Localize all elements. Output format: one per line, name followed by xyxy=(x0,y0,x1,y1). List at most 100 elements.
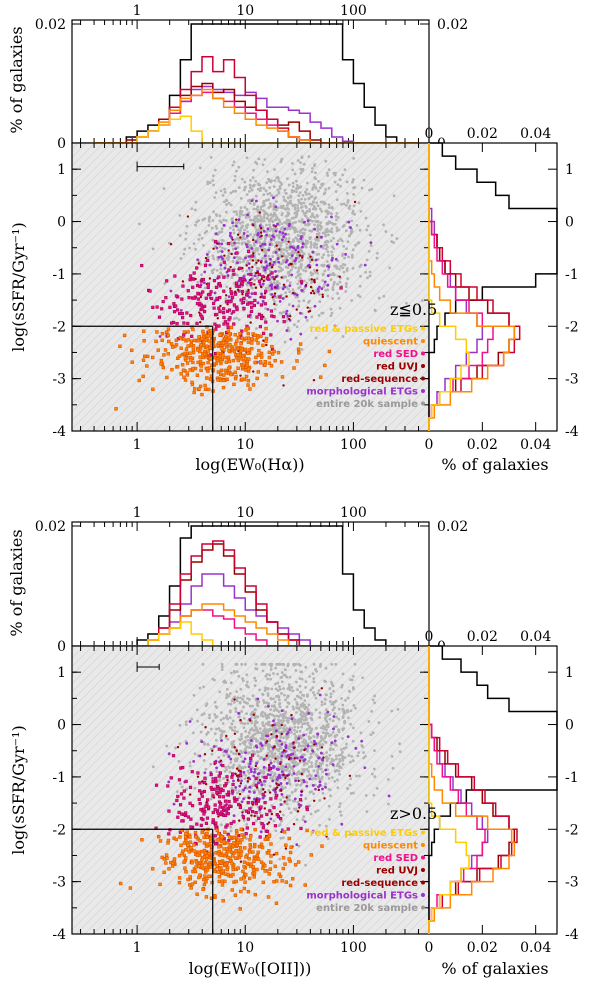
data-point xyxy=(313,197,317,200)
data-point xyxy=(259,244,262,248)
data-point xyxy=(300,772,304,776)
data-point xyxy=(203,387,208,392)
data-point xyxy=(274,250,278,254)
data-point xyxy=(299,266,303,270)
data-point xyxy=(227,255,231,259)
data-point xyxy=(282,766,286,769)
data-point xyxy=(288,798,292,802)
data-point xyxy=(177,880,182,885)
data-point xyxy=(232,835,236,840)
data-point xyxy=(242,234,246,238)
data-point xyxy=(254,802,258,806)
data-point xyxy=(237,284,241,289)
data-point xyxy=(319,662,323,666)
data-point xyxy=(268,235,272,239)
data-point xyxy=(266,751,270,755)
data-point xyxy=(278,248,281,251)
data-point xyxy=(177,778,182,782)
data-point xyxy=(220,250,224,253)
data-point xyxy=(304,863,307,867)
data-point xyxy=(236,335,241,340)
data-point xyxy=(193,752,197,756)
data-point xyxy=(321,787,324,791)
data-point xyxy=(250,286,254,290)
data-point xyxy=(254,783,258,787)
data-point xyxy=(322,192,326,196)
data-point xyxy=(274,286,277,289)
data-point xyxy=(246,367,251,371)
data-point xyxy=(269,758,273,762)
data-point xyxy=(167,832,171,836)
data-point xyxy=(299,696,303,700)
data-point xyxy=(284,847,288,850)
data-point xyxy=(257,816,261,820)
data-point xyxy=(300,781,304,785)
data-point xyxy=(256,799,260,803)
data-point xyxy=(239,696,242,700)
data-point xyxy=(290,713,293,717)
data-point xyxy=(239,755,243,758)
data-point xyxy=(297,744,301,748)
data-point xyxy=(325,693,329,697)
data-point xyxy=(293,732,296,736)
data-point xyxy=(276,319,279,323)
data-point xyxy=(191,327,195,332)
data-point xyxy=(128,886,133,890)
data-point xyxy=(273,746,276,749)
data-point xyxy=(192,390,196,395)
data-point xyxy=(313,163,317,166)
data-point xyxy=(222,275,226,279)
data-point xyxy=(229,231,232,235)
data-point xyxy=(290,731,293,735)
data-point xyxy=(285,329,289,332)
data-point xyxy=(184,848,188,852)
right-y-tick-label: -1 xyxy=(565,267,579,283)
data-point xyxy=(286,701,290,704)
data-point xyxy=(225,768,229,771)
data-point xyxy=(390,754,394,758)
data-point xyxy=(370,709,374,713)
data-point xyxy=(250,814,253,817)
data-point xyxy=(246,738,250,742)
data-point xyxy=(270,812,274,816)
data-point xyxy=(294,266,298,270)
data-point xyxy=(247,796,250,800)
data-point xyxy=(304,214,308,218)
data-point xyxy=(313,743,316,746)
data-point xyxy=(237,711,241,715)
data-point xyxy=(238,846,243,850)
data-point xyxy=(235,213,239,216)
data-point xyxy=(279,206,283,209)
data-point xyxy=(321,791,325,795)
data-point xyxy=(320,687,324,690)
data-point xyxy=(277,685,281,688)
data-point xyxy=(202,835,206,839)
data-point xyxy=(291,162,294,165)
data-point xyxy=(230,252,233,256)
data-point xyxy=(251,810,255,814)
data-point xyxy=(325,759,329,763)
data-point xyxy=(266,227,270,231)
data-point xyxy=(265,230,268,234)
data-point xyxy=(227,249,230,252)
data-point xyxy=(228,843,233,847)
data-point xyxy=(219,255,223,259)
data-point xyxy=(343,256,347,260)
data-point xyxy=(194,223,197,227)
data-point xyxy=(259,316,264,321)
data-point xyxy=(328,220,332,224)
data-point xyxy=(272,819,276,823)
data-point xyxy=(335,733,339,737)
data-point xyxy=(266,734,270,738)
data-point xyxy=(253,779,257,783)
data-point xyxy=(245,243,248,246)
data-point xyxy=(370,772,374,776)
data-point xyxy=(270,213,274,217)
data-point xyxy=(268,791,272,794)
data-point xyxy=(325,260,329,263)
data-point xyxy=(216,378,220,382)
data-point xyxy=(247,255,251,258)
data-point xyxy=(219,736,223,740)
data-point xyxy=(319,200,323,204)
data-point xyxy=(274,682,277,686)
